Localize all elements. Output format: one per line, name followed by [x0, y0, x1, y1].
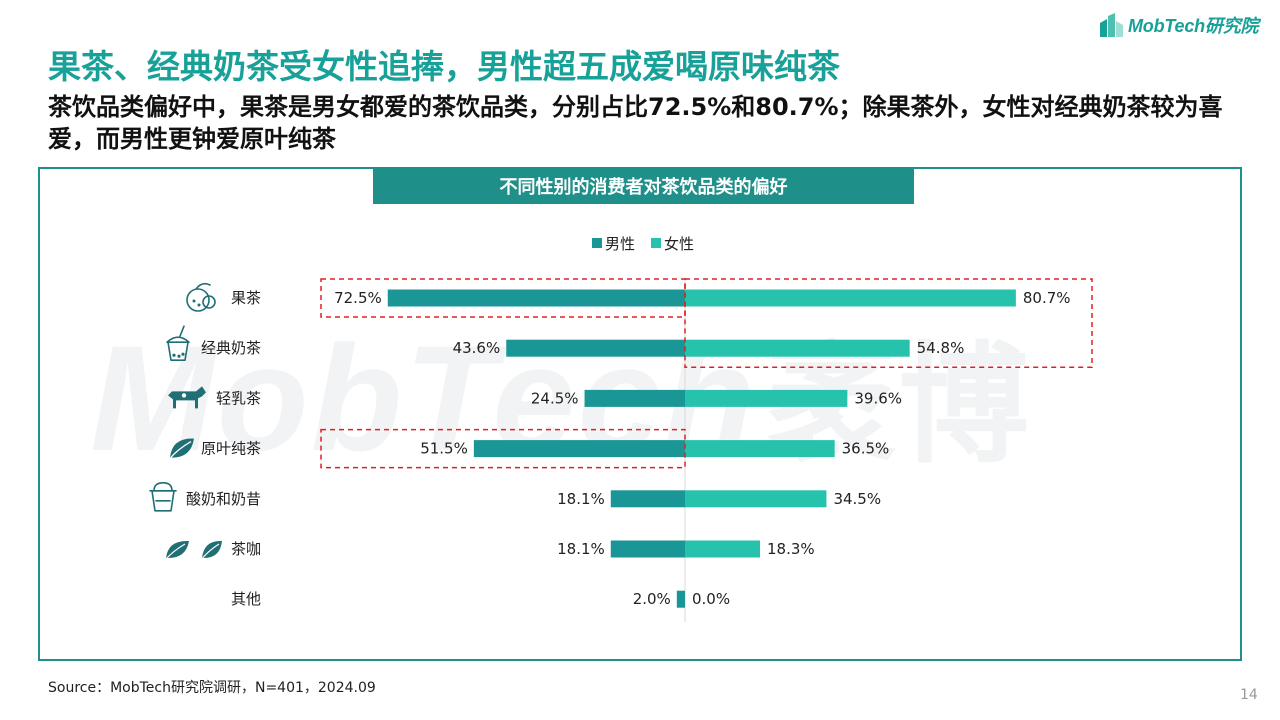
bar-female — [685, 289, 1016, 307]
category-label: 果茶 — [231, 289, 261, 307]
tea-leaf-icon — [168, 438, 194, 461]
tea-leaves-icon — [164, 540, 222, 561]
category-label: 轻乳茶 — [216, 389, 261, 407]
bar-male — [473, 440, 685, 458]
highlight-box-male-fruit-tea — [320, 278, 686, 318]
cow-icon — [168, 386, 206, 409]
bar-male — [584, 389, 685, 407]
category-label: 酸奶和奶昔 — [186, 490, 261, 508]
bar-male — [506, 339, 685, 357]
data-label-male: 2.0% — [633, 590, 671, 608]
source-note: Source：MobTech研究院调研，N=401，2024.09 — [48, 680, 376, 696]
category-label: 经典奶茶 — [201, 339, 261, 357]
citrus-fruit-icon — [186, 282, 216, 312]
logo-buildings-icon — [1100, 13, 1123, 37]
data-label-male: 43.6% — [453, 339, 501, 357]
legend-swatch-female — [651, 238, 661, 248]
page-title: 果茶、经典奶茶受女性追捧，男性超五成爱喝原味纯茶 — [48, 47, 840, 86]
bar-male — [610, 490, 685, 508]
data-label-female: 36.5% — [842, 440, 890, 458]
category-label: 其他 — [231, 590, 261, 608]
bar-male — [676, 590, 685, 608]
bar-female — [685, 389, 848, 407]
data-label-female: 39.6% — [854, 389, 902, 407]
chart-title: 不同性别的消费者对茶饮品类的偏好 — [373, 168, 914, 204]
logo-text: MobTech研究院 — [1128, 16, 1259, 36]
data-label-female: 34.5% — [833, 490, 881, 508]
bar-female — [685, 339, 910, 357]
legend-swatch-male — [592, 238, 602, 248]
data-label-female: 54.8% — [917, 339, 965, 357]
page-number: 14 — [1240, 687, 1258, 703]
bar-female — [685, 440, 835, 458]
bar-female — [685, 540, 761, 558]
bar-female — [685, 490, 827, 508]
bar-male — [387, 289, 685, 307]
highlight-box-female-fruit-milk-tea — [684, 278, 1093, 368]
legend-label-female: 女性 — [664, 235, 694, 253]
data-label-female: 80.7% — [1023, 289, 1071, 307]
data-label-male: 72.5% — [334, 289, 382, 307]
data-label-female: 18.3% — [767, 540, 815, 558]
data-label-male: 24.5% — [531, 389, 579, 407]
bar-male — [610, 540, 685, 558]
yogurt-cup-icon — [149, 482, 177, 512]
highlight-box-male-pure-tea — [320, 428, 686, 469]
legend-label-male: 男性 — [605, 235, 635, 253]
data-label-male: 51.5% — [420, 440, 468, 458]
data-label-male: 18.1% — [557, 490, 605, 508]
brand-logo: MobTech研究院 — [1098, 10, 1259, 40]
category-label: 茶咖 — [231, 540, 261, 558]
category-label: 原叶纯茶 — [201, 440, 261, 458]
bubble-tea-cup-icon — [166, 325, 190, 361]
data-label-male: 18.1% — [557, 540, 605, 558]
page-subtitle: 茶饮品类偏好中，果茶是男女都爱的茶饮品类，分别占比72.5%和80.7%；除果茶… — [48, 93, 1223, 153]
data-label-female: 0.0% — [692, 590, 730, 608]
